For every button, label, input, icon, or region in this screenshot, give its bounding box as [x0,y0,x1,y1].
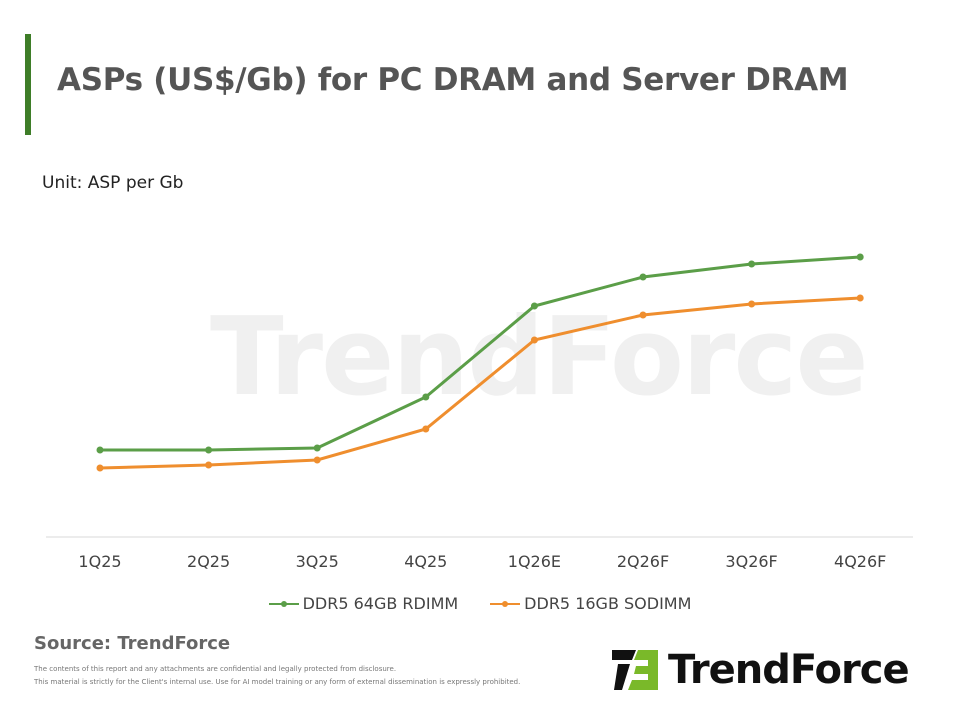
legend-item: DDR5 16GB SODIMM [490,594,691,613]
data-point [530,336,538,344]
series-line [100,255,861,452]
watermark: TrendForce [210,295,869,420]
x-tick-label: 1Q25 [78,552,121,571]
data-point [96,464,104,472]
x-tick-label: 4Q26F [834,552,886,571]
data-point [205,461,213,469]
title-accent-bar [25,34,31,135]
x-tick-label: 4Q25 [404,552,447,571]
x-tick-label: 2Q26F [617,552,669,571]
data-point [422,425,430,433]
data-point [422,393,430,401]
data-point [530,302,538,310]
disclaimer-line-2: This material is strictly for the Client… [34,678,521,686]
data-point [96,446,104,454]
data-point [205,446,213,454]
x-tick-label: 3Q25 [296,552,339,571]
series-1 [96,294,864,472]
source-label: Source: TrendForce [34,633,231,654]
trendforce-logo: TrendForce [612,647,910,693]
data-point [313,444,321,452]
trendforce-logo-icon [612,650,658,690]
series-0 [96,253,864,454]
legend-label: DDR5 16GB SODIMM [524,594,692,613]
page-title: ASPs (US$/Gb) for PC DRAM and Server DRA… [57,62,849,98]
legend: DDR5 64GB RDIMM DDR5 16GB SODIMM [0,594,960,613]
data-point [856,294,864,302]
x-tick-label: 2Q25 [187,552,230,571]
legend-label: DDR5 64GB RDIMM [302,594,459,613]
series-line [99,296,861,470]
disclaimer-line-1: The contents of this report and any atta… [34,665,397,673]
x-tick-label: 1Q26E [508,552,561,571]
data-point [748,260,756,268]
legend-item: DDR5 64GB RDIMM [268,594,459,613]
legend-swatch [490,600,521,607]
x-tick-label: 3Q26F [725,552,777,571]
data-point [313,456,321,464]
data-point [856,253,864,261]
legend-swatch [268,600,299,607]
data-point [639,311,647,319]
data-point [748,300,756,308]
logo-text: TrendForce [668,647,910,693]
data-point [639,273,647,281]
unit-label: Unit: ASP per Gb [42,173,184,193]
